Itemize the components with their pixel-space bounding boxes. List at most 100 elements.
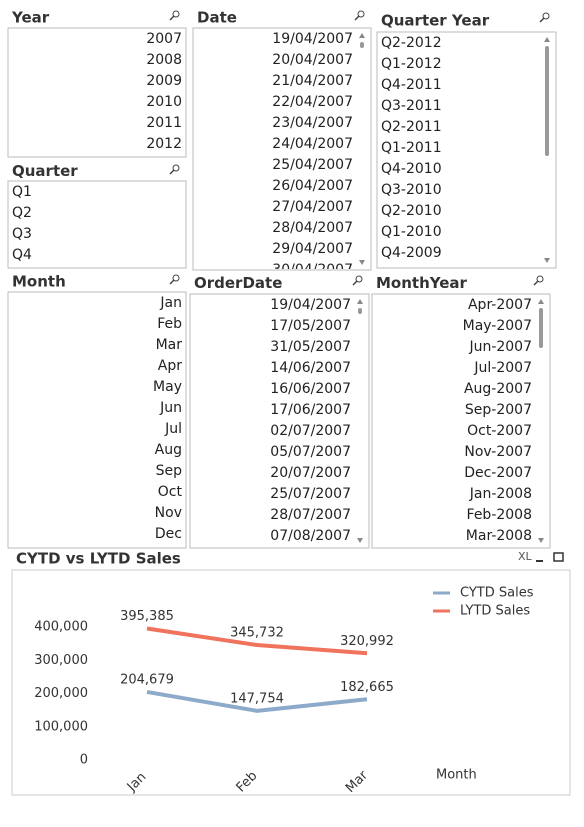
listbox-items: 2007 2008 2009 2010 2011 2012 xyxy=(146,31,182,152)
listbox-item[interactable]: Q1-2012 xyxy=(381,56,442,72)
listbox-item[interactable]: 30/04/2007 xyxy=(272,262,353,278)
data-label: 182,665 xyxy=(340,680,394,695)
listbox-item[interactable]: 2012 xyxy=(146,136,182,152)
listbox-item[interactable]: 28/07/2007 xyxy=(270,507,351,523)
listbox-item[interactable]: Jan xyxy=(159,295,182,311)
scroll-down[interactable] xyxy=(357,538,363,543)
listbox-item[interactable]: 05/07/2007 xyxy=(270,444,351,460)
listbox-item[interactable]: 25/07/2007 xyxy=(270,486,351,502)
listbox-item[interactable]: Apr xyxy=(158,358,182,374)
listbox-item[interactable]: Q4-2011 xyxy=(381,77,442,93)
search-icon[interactable] xyxy=(172,10,180,18)
listbox-item[interactable]: Aug-2007 xyxy=(464,381,532,397)
listbox-item[interactable]: Oct xyxy=(158,484,183,500)
search-icon[interactable] xyxy=(172,164,180,172)
listbox-item[interactable]: 21/04/2007 xyxy=(272,73,353,89)
listbox-item[interactable]: 02/07/2007 xyxy=(270,423,351,439)
listbox-item[interactable]: 16/06/2007 xyxy=(270,381,351,397)
scroll-thumb[interactable] xyxy=(360,42,364,48)
scroll-up[interactable] xyxy=(538,299,544,304)
scroll-thumb[interactable] xyxy=(358,308,362,314)
listbox-item[interactable]: Dec xyxy=(155,526,182,542)
listbox-item[interactable]: 29/04/2007 xyxy=(272,241,353,257)
listbox-item[interactable]: 28/04/2007 xyxy=(272,220,353,236)
listbox-item[interactable]: 17/05/2007 xyxy=(270,318,351,334)
listbox-item[interactable]: Q2 xyxy=(12,205,32,221)
listbox-item[interactable]: Q3 xyxy=(12,226,32,242)
listbox-item[interactable]: Jul-2007 xyxy=(473,360,532,376)
listbox-item[interactable]: Aug xyxy=(155,442,182,458)
listbox-item[interactable]: Q2-2012 xyxy=(381,35,442,51)
scroll-thumb[interactable] xyxy=(545,46,549,156)
listbox-item[interactable]: 2011 xyxy=(146,115,182,131)
listbox-item[interactable]: 31/05/2007 xyxy=(270,339,351,355)
listbox-item[interactable]: Feb-2008 xyxy=(467,507,532,523)
listbox-item[interactable]: 2009 xyxy=(146,73,182,89)
listbox-item[interactable]: Q4-2009 xyxy=(381,245,442,261)
scroll-thumb[interactable] xyxy=(539,308,543,348)
listbox-item[interactable]: Q1-2010 xyxy=(381,224,442,240)
listbox-item[interactable]: Q2-2011 xyxy=(381,119,442,135)
listbox-item[interactable]: Nov xyxy=(155,505,182,521)
listbox-item[interactable]: 24/04/2007 xyxy=(272,136,353,152)
listbox-item[interactable]: 22/04/2007 xyxy=(272,94,353,110)
listbox-item[interactable]: Q3-2010 xyxy=(381,182,442,198)
listbox-item[interactable]: Q1-2011 xyxy=(381,140,442,156)
listbox-item[interactable]: Q3-2011 xyxy=(381,98,442,114)
listbox-frame xyxy=(371,293,551,549)
listbox-item[interactable]: 20/04/2007 xyxy=(272,52,353,68)
listbox-item[interactable]: 26/04/2007 xyxy=(272,178,353,194)
search-icon-handle xyxy=(354,15,360,21)
listbox-item[interactable]: 23/04/2007 xyxy=(272,115,353,131)
listbox-item[interactable]: Q4 xyxy=(12,247,32,263)
listbox-item[interactable]: 14/06/2007 xyxy=(270,360,351,376)
listbox-item[interactable]: Q1 xyxy=(12,184,32,200)
listbox-title: Year xyxy=(11,9,50,27)
listbox-item[interactable]: 07/08/2007 xyxy=(270,528,351,544)
listbox-item[interactable]: 2007 xyxy=(146,31,182,47)
scroll-up[interactable] xyxy=(357,299,363,304)
listbox-item[interactable]: 19/04/2007 xyxy=(272,31,353,47)
listbox-item[interactable]: Nov-2007 xyxy=(464,444,532,460)
scroll-down[interactable] xyxy=(544,258,550,263)
listbox-item[interactable]: 27/04/2007 xyxy=(272,199,353,215)
listbox-item[interactable]: Dec-2007 xyxy=(464,465,532,481)
listbox-item[interactable]: Jun-2007 xyxy=(468,339,532,355)
listbox-item[interactable]: Jun xyxy=(159,400,182,416)
listbox-item[interactable]: Q4-2010 xyxy=(381,161,442,177)
listbox-item[interactable]: May-2007 xyxy=(463,318,532,334)
scroll-down[interactable] xyxy=(538,538,544,543)
listbox-item[interactable]: Mar xyxy=(156,337,183,353)
listbox-item[interactable]: Jan-2008 xyxy=(469,486,532,502)
listbox-item[interactable]: 17/06/2007 xyxy=(270,402,351,418)
listbox-item[interactable]: 2010 xyxy=(146,94,182,110)
search-icon[interactable] xyxy=(172,274,180,282)
listbox-item[interactable]: Mar-2008 xyxy=(466,528,532,544)
search-icon-handle xyxy=(539,17,545,23)
listbox-item[interactable]: Q2-2010 xyxy=(381,203,442,219)
legend-label: LYTD Sales xyxy=(460,604,530,619)
search-icon[interactable] xyxy=(536,275,544,283)
listbox-item[interactable]: 2008 xyxy=(146,52,182,68)
listbox-item[interactable]: Sep xyxy=(156,463,183,479)
listbox-item[interactable]: May xyxy=(153,379,182,395)
scroll-up[interactable] xyxy=(359,33,365,38)
listbox-item[interactable]: 25/04/2007 xyxy=(272,157,353,173)
search-icon[interactable] xyxy=(542,12,550,20)
listbox-item[interactable]: Feb xyxy=(157,316,182,332)
listbox-item[interactable]: Jul xyxy=(164,421,182,437)
search-icon[interactable] xyxy=(355,275,363,283)
listbox-item[interactable]: Apr-2007 xyxy=(468,297,532,313)
search-icon[interactable] xyxy=(357,10,365,18)
listbox-title: MonthYear xyxy=(376,274,468,292)
listbox-item[interactable]: 20/07/2007 xyxy=(270,465,351,481)
listbox-item[interactable]: Oct-2007 xyxy=(467,423,532,439)
scroll-down[interactable] xyxy=(359,260,365,265)
maximize-button[interactable] xyxy=(553,552,564,562)
data-label: 204,679 xyxy=(120,672,174,687)
scroll-up[interactable] xyxy=(544,37,550,42)
chart-title: CYTD vs LYTD Sales xyxy=(16,550,181,568)
xl-button[interactable]: XL xyxy=(518,550,533,563)
listbox-item[interactable]: 19/04/2007 xyxy=(270,297,351,313)
listbox-item[interactable]: Sep-2007 xyxy=(465,402,532,418)
